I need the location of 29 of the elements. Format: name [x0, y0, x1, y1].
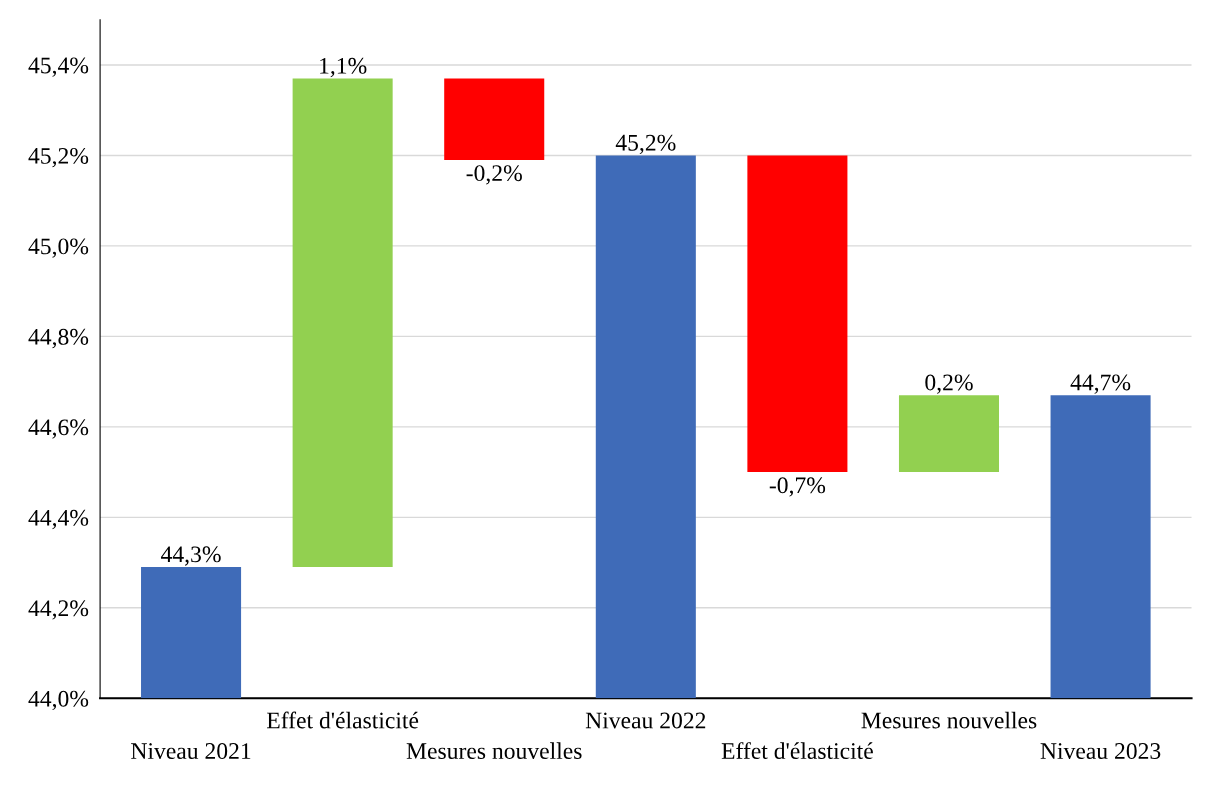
bar	[898, 395, 1000, 473]
data-label: 0,2%	[925, 374, 973, 394]
y-tick-label: 44,0%	[28, 690, 89, 711]
x-tick-label: Mesures nouvelles	[861, 711, 1037, 729]
x-tick-label: Niveau 2022	[585, 712, 706, 729]
data-label: 1,1%	[320, 57, 367, 78]
data-label: 44,3%	[161, 546, 221, 566]
x-tick-label: Mesures nouvelles	[406, 742, 582, 759]
y-tick-label: 45,2%	[28, 147, 89, 168]
y-tick-label: 44,4%	[28, 509, 89, 530]
x-tick-label: Effet d'élasticité	[266, 711, 419, 729]
y-tick-label: 44,6%	[28, 419, 89, 439]
x-tick-label: Effet d'élasticité	[721, 742, 873, 759]
bar	[747, 155, 848, 473]
data-label: 45,2%	[615, 134, 676, 155]
y-tick-label: 45,0%	[28, 238, 89, 258]
data-label: 44,7%	[1070, 374, 1131, 394]
bar	[1050, 395, 1151, 699]
y-tick-label: 44,8%	[28, 328, 89, 349]
bar	[444, 78, 545, 160]
data-label: -0,2%	[466, 165, 522, 185]
y-tick-label: 44,2%	[28, 600, 89, 620]
bar	[141, 567, 242, 699]
bar	[292, 78, 393, 568]
bar	[595, 155, 696, 699]
data-label: -0,7%	[769, 477, 826, 497]
x-tick-label: Niveau 2023	[1040, 743, 1161, 759]
x-tick-label: Niveau 2021	[131, 743, 251, 759]
y-tick-label: 45,4%	[28, 57, 89, 77]
